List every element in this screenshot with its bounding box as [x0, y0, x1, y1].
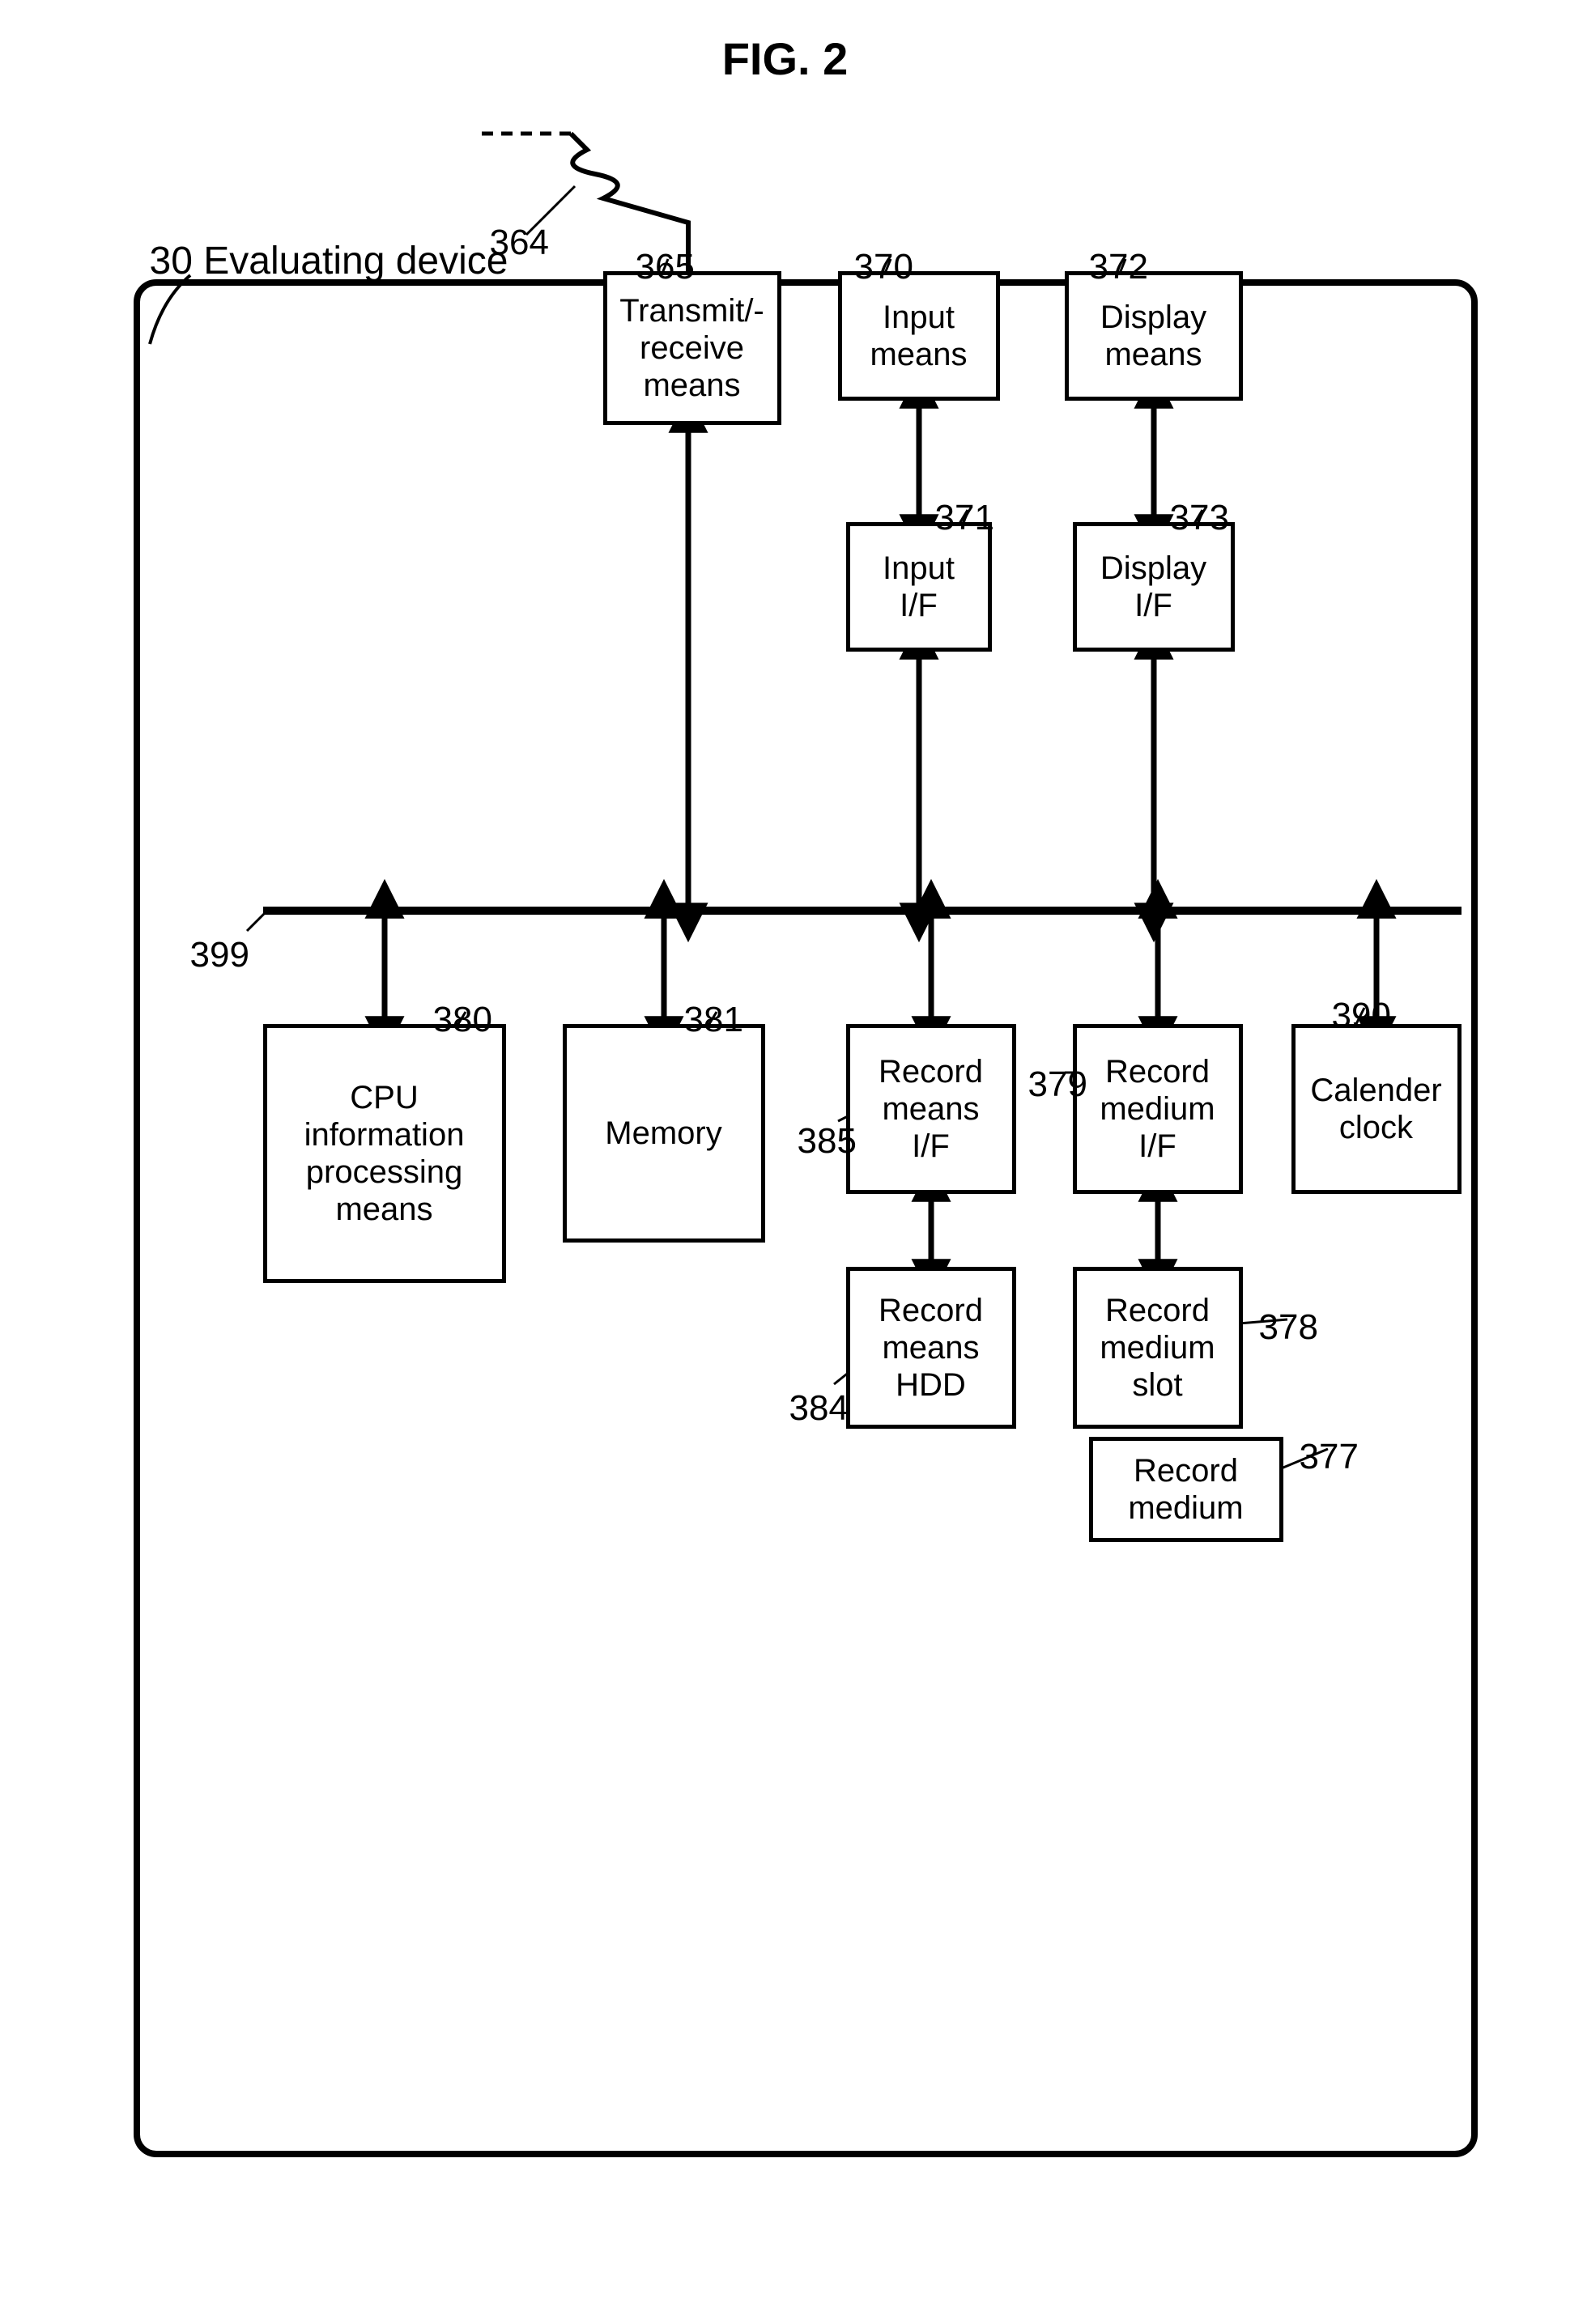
ref-label-372: 372 [1089, 247, 1148, 287]
block-memory: Memory [563, 1024, 765, 1243]
ref-label-371: 371 [935, 498, 994, 538]
block-rec_med_if: RecordmediumI/F [1073, 1024, 1243, 1194]
ref-label-378: 378 [1259, 1307, 1318, 1348]
block-hdd: RecordmeansHDD [846, 1267, 1016, 1429]
block-transmit: Transmit/-receivemeans [603, 271, 781, 425]
ref-label-370: 370 [854, 247, 913, 287]
ref-label-384: 384 [789, 1388, 849, 1429]
ref-label-365: 365 [636, 247, 695, 287]
block-rec_means_if: RecordmeansI/F [846, 1024, 1016, 1194]
block-medium: Recordmedium [1089, 1437, 1283, 1542]
block-calendar: Calenderclock [1291, 1024, 1462, 1194]
ref-label-377: 377 [1300, 1437, 1359, 1477]
diagram: 30 Evaluating device Transmit/-receivemea… [36, 109, 1534, 2214]
block-display: Displaymeans [1065, 271, 1243, 401]
block-input_if: InputI/F [846, 522, 992, 652]
block-slot: Recordmediumslot [1073, 1267, 1243, 1429]
ref-label-373: 373 [1170, 498, 1229, 538]
ref-label-399: 399 [190, 935, 249, 975]
ref-label-381: 381 [684, 1000, 743, 1040]
ref-label-380: 380 [433, 1000, 492, 1040]
figure-title: FIG. 2 [32, 32, 1538, 85]
block-display_if: DisplayI/F [1073, 522, 1235, 652]
block-cpu: CPUinformationprocessingmeans [263, 1024, 506, 1283]
ref-label-364: 364 [490, 223, 549, 263]
ref-label-385: 385 [798, 1121, 857, 1162]
ref-label-379: 379 [1028, 1064, 1087, 1105]
block-input: Inputmeans [838, 271, 1000, 401]
ref-label-390: 390 [1332, 996, 1391, 1036]
device-label: 30 Evaluating device [150, 239, 508, 283]
